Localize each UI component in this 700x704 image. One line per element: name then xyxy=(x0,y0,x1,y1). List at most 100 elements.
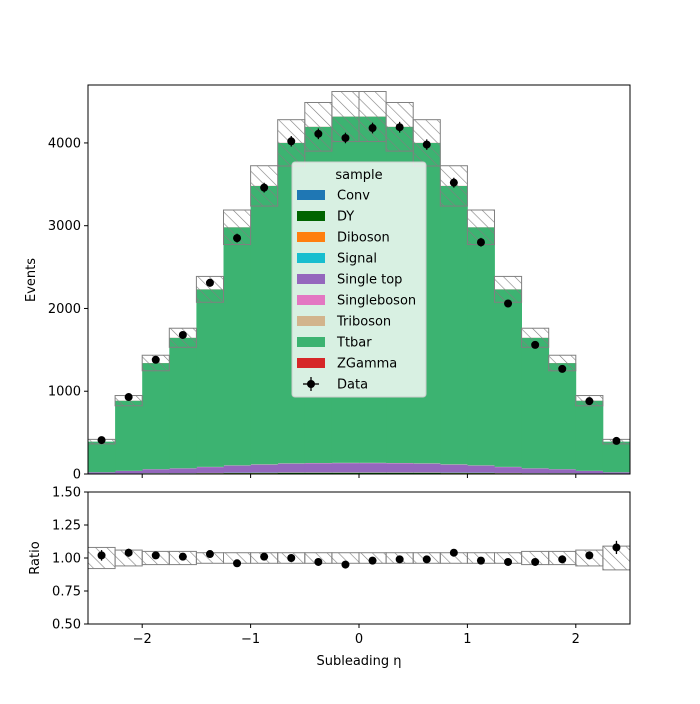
ratio-point xyxy=(612,543,620,551)
ratio-point xyxy=(179,553,187,561)
ratio-point xyxy=(450,549,458,557)
ratio-point xyxy=(585,551,593,559)
ratio-y-tick-label: 1.00 xyxy=(52,552,81,567)
ratio-point xyxy=(341,561,349,569)
legend-marker xyxy=(307,380,315,388)
stack-bar xyxy=(495,289,523,466)
ratio-point xyxy=(260,553,268,561)
legend-label: Singleboson xyxy=(337,294,416,309)
data-point xyxy=(450,179,458,187)
mc-uncertainty-bin xyxy=(305,102,332,151)
ratio-y-tick-label: 1.25 xyxy=(52,519,81,534)
ratio-x-tick-label: 2 xyxy=(572,632,580,647)
stack-bar xyxy=(467,466,495,473)
y-tick-label: 1000 xyxy=(48,385,81,400)
legend-swatch xyxy=(297,337,325,347)
stack-bar xyxy=(549,469,577,473)
legend-label: Triboson xyxy=(336,315,391,330)
stack-bar xyxy=(196,289,224,466)
data-point xyxy=(314,130,322,138)
legend-label: Diboson xyxy=(337,231,390,246)
stack-bar xyxy=(576,401,604,471)
y-tick-label: 3000 xyxy=(48,219,81,234)
data-point xyxy=(98,436,106,444)
stack-bar xyxy=(305,473,333,474)
stack-bar xyxy=(169,338,197,468)
ratio-y-tick-label: 1.50 xyxy=(52,486,81,501)
legend-swatch xyxy=(297,211,325,221)
data-point xyxy=(179,331,187,339)
ratio-point xyxy=(558,555,566,563)
data-point xyxy=(341,134,349,142)
stack-bar xyxy=(305,463,333,472)
ratio-point xyxy=(369,557,377,565)
stack-bar xyxy=(386,463,414,472)
stack-bar xyxy=(359,473,387,474)
legend-swatch xyxy=(297,358,325,368)
legend-label: Single top xyxy=(337,273,402,288)
ratio-point xyxy=(314,558,322,566)
data-point xyxy=(477,238,485,246)
mc-uncertainty-bin xyxy=(495,276,522,302)
stack-bar xyxy=(278,473,306,474)
data-point xyxy=(423,141,431,149)
legend-label: DY xyxy=(337,210,354,225)
data-point xyxy=(260,184,268,192)
y-tick-label: 4000 xyxy=(48,136,81,151)
stack-bar xyxy=(522,469,550,474)
stack-bar xyxy=(332,463,360,472)
ratio-x-tick-label: 0 xyxy=(355,632,363,647)
mc-uncertainty-bin xyxy=(359,92,386,142)
stack-bar xyxy=(413,473,441,474)
stack-bar xyxy=(88,442,116,473)
stack-bar xyxy=(251,465,279,473)
stack-bar xyxy=(88,472,116,473)
data-point xyxy=(233,234,241,242)
ratio-y-tick-label: 0.50 xyxy=(52,618,81,633)
stack-bar xyxy=(224,227,252,465)
ratio-x-tick-label: −2 xyxy=(133,632,152,647)
data-point xyxy=(369,124,377,132)
data-point xyxy=(287,137,295,145)
stack-bar xyxy=(549,363,577,469)
ratio-x-axis-label: Subleading η xyxy=(316,654,401,669)
stack-bar xyxy=(142,363,170,469)
data-point xyxy=(612,437,620,445)
legend-title: sample xyxy=(335,168,382,183)
stack-bar xyxy=(386,473,414,474)
legend-label: Signal xyxy=(337,252,377,267)
data-point xyxy=(396,123,404,131)
data-point xyxy=(125,393,133,401)
ratio-y-tick-label: 0.75 xyxy=(52,585,81,600)
ratio-point xyxy=(504,558,512,566)
stack-bar xyxy=(224,466,252,473)
stack-bar xyxy=(332,473,360,474)
stack-bar xyxy=(115,401,143,471)
stack-bar xyxy=(278,464,306,473)
legend-swatch xyxy=(297,253,325,263)
ratio-point xyxy=(287,554,295,562)
data-point xyxy=(558,365,566,373)
stack-bar xyxy=(467,227,495,465)
legend-label: Ttbar xyxy=(336,336,372,351)
ratio-x-tick-label: −1 xyxy=(241,632,260,647)
ratio-x-tick-label: 1 xyxy=(463,632,471,647)
ratio-point xyxy=(531,558,539,566)
ratio-point xyxy=(206,550,214,558)
ratio-point xyxy=(423,555,431,563)
stack-bar xyxy=(359,463,387,472)
stack-bar xyxy=(142,469,170,473)
ratio-y-axis-label: Ratio xyxy=(28,541,43,574)
ratio-point xyxy=(396,555,404,563)
legend-swatch xyxy=(297,316,325,326)
stack-bar xyxy=(251,186,279,464)
ratio-point xyxy=(152,551,160,559)
ratio-point xyxy=(125,549,133,557)
legend-swatch xyxy=(297,274,325,284)
y-tick-label: 0 xyxy=(73,468,81,483)
data-point xyxy=(152,356,160,364)
stack-bar xyxy=(495,467,523,473)
stack-bar xyxy=(522,338,550,468)
